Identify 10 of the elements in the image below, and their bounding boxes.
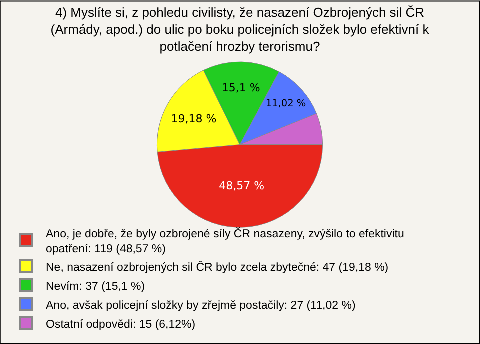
data-label: 48,57 % bbox=[219, 180, 265, 193]
legend-label: Ne, nasazení ozbrojených sil ČR bylo zcela zbytečné: 47 (19,18 %) bbox=[46, 260, 389, 274]
chart-title: 4) Myslíte si, z pohledu civilisty, že nasazení Ozbrojených sil ČR (Armády, apod.) do ulic po boku policejních složek bylo efektivní k potlačení hrozby terorismu? bbox=[50, 5, 430, 54]
legend-label: Ano, avšak policejní složky by zřejmě postačily: 27 (11,02 %) bbox=[46, 300, 356, 312]
legend-label: Nevím: 37 (15,1 %) bbox=[46, 280, 146, 293]
legend-label: Ostatní odpovědi: 15 (6,12%) bbox=[46, 318, 196, 331]
legend-label: Ano, je dobře, že byly ozbrojené síly ČR nasazeny, zvýšilo to efektivitu opatření: 119 (48,57 %) bbox=[46, 226, 404, 256]
data-label: 19,18 % bbox=[171, 112, 217, 126]
data-label: 15,1 % bbox=[222, 81, 260, 94]
data-label: 11,02 % bbox=[266, 98, 306, 110]
